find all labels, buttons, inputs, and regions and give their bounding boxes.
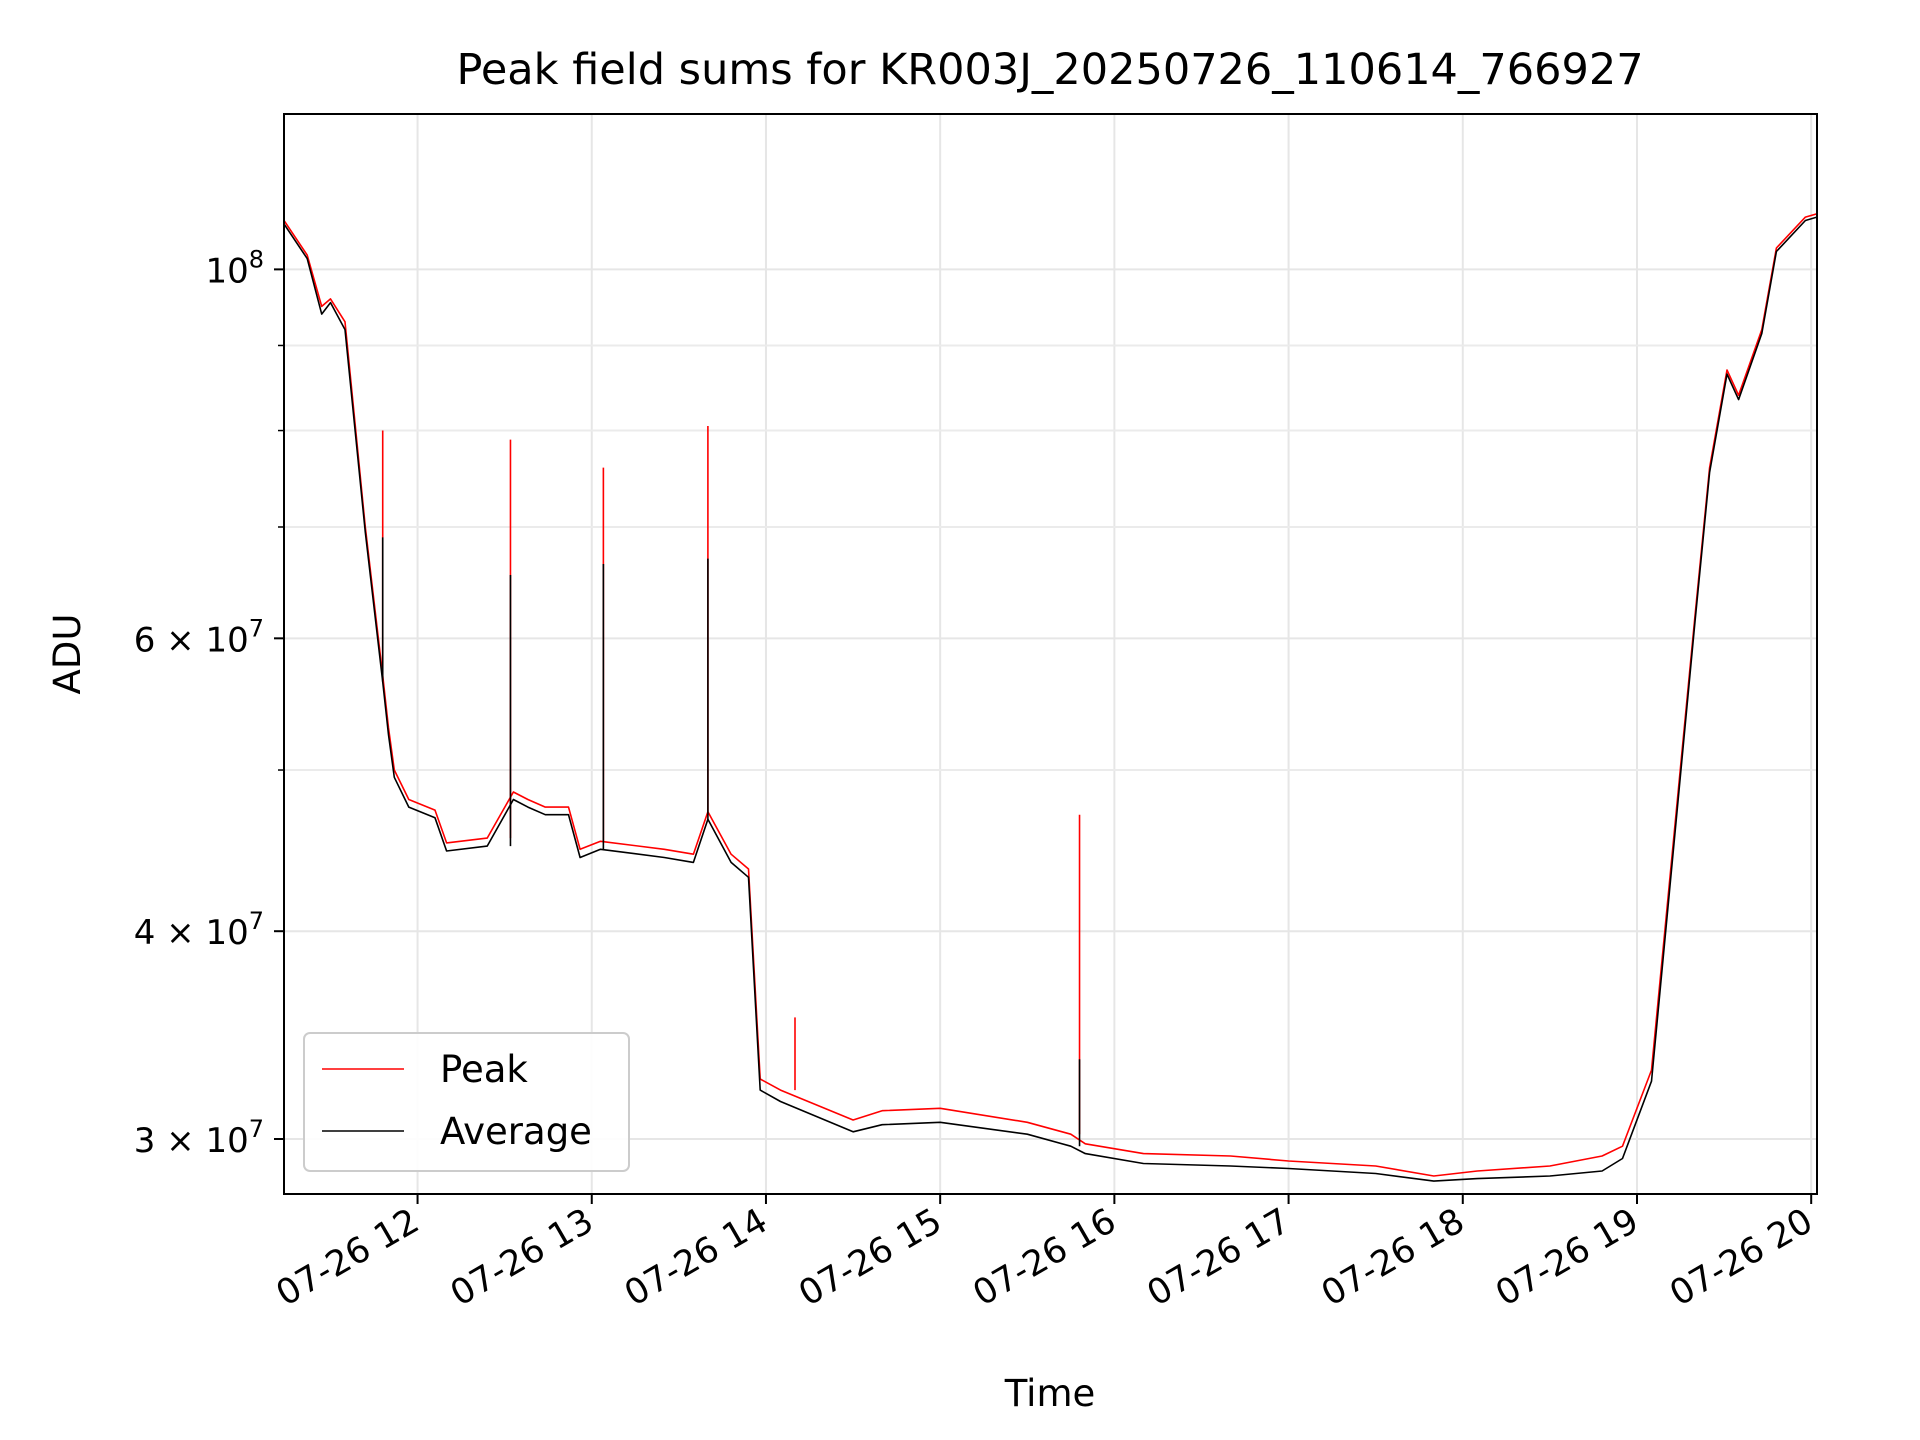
- grid: [284, 114, 1817, 1194]
- series-layer: [284, 213, 1817, 1182]
- series-group: [284, 213, 1817, 1182]
- series-line-average: [284, 216, 1817, 1182]
- y-tick-label: 4 × 107: [134, 907, 264, 953]
- legend-label-average: Average: [440, 1110, 592, 1153]
- y-tick-label: 6 × 107: [134, 614, 264, 660]
- chart-title: Peak field sums for KR003J_20250726_1106…: [456, 45, 1643, 95]
- y-axis-label: ADU: [46, 614, 89, 695]
- x-axis-label: Time: [1004, 1372, 1096, 1415]
- legend-box: [303, 1032, 630, 1172]
- plot-area: [284, 114, 1817, 1194]
- legend-label-peak: Peak: [440, 1048, 528, 1091]
- y-tick-label: 3 × 107: [134, 1115, 264, 1161]
- axes-frame: [283, 113, 1818, 1195]
- y-tick-label: 108: [205, 245, 264, 291]
- y-axis-ticks: 108 6 × 107 4 × 107 3 × 107: [134, 245, 284, 1161]
- series-line-peak: [284, 213, 1817, 1177]
- legend: Peak Average: [303, 1032, 630, 1172]
